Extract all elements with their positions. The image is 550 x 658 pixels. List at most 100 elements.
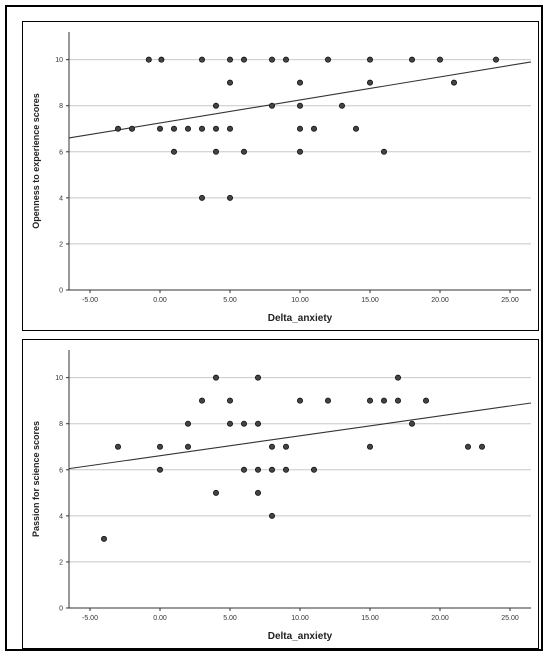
x-tick-label: 15.00: [361, 297, 379, 304]
openness-scatter-chart: 0 2 4 6 8 10 -5.00 0.00 5.00 10.00 15.00 20.00 25.00…: [31, 32, 532, 324]
data-point: [268, 466, 275, 473]
y-tick-label: 6: [59, 149, 63, 156]
data-point: [254, 420, 261, 427]
x-tick-label: -5.00: [82, 615, 98, 622]
data-point: [156, 443, 163, 450]
x-tick-label: 20.00: [431, 297, 449, 304]
data-point: [268, 512, 275, 519]
y-tick-label: 2: [59, 241, 63, 248]
data-point: [198, 397, 205, 404]
x-tick-label: 25.00: [501, 615, 519, 622]
data-point: [254, 489, 261, 496]
x-axis-title: Delta_anxiety: [268, 631, 333, 642]
data-point: [212, 489, 219, 496]
data-point: [464, 443, 471, 450]
data-point: [198, 56, 205, 63]
y-axis-title: Openness to experience scores: [31, 93, 41, 229]
data-point: [184, 125, 191, 132]
data-point: [240, 420, 247, 427]
data-point: [296, 79, 303, 86]
data-point: [268, 102, 275, 109]
data-point: [198, 194, 205, 201]
data-point: [324, 56, 331, 63]
data-point: [296, 102, 303, 109]
data-point: [268, 56, 275, 63]
data-point: [394, 397, 401, 404]
data-point: [282, 56, 289, 63]
data-point: [212, 148, 219, 155]
data-point: [240, 466, 247, 473]
data-point: [212, 374, 219, 381]
x-tick-label: 10.00: [291, 615, 309, 622]
data-point: [198, 125, 205, 132]
x-tick-label: 0.00: [153, 615, 167, 622]
y-tick-label: 10: [55, 375, 63, 382]
openness-scatter-panel: 0 2 4 6 8 10 -5.00 0.00 5.00 10.00 15.00 20.00 25.00…: [22, 21, 539, 331]
data-point: [338, 102, 345, 109]
data-point: [296, 397, 303, 404]
data-point: [226, 420, 233, 427]
y-tick-label: 6: [59, 467, 63, 474]
data-point: [115, 125, 122, 132]
data-point: [394, 374, 401, 381]
y-tick-label: 8: [59, 103, 63, 110]
data-point: [156, 125, 163, 132]
data-point: [254, 466, 261, 473]
data-point: [310, 466, 317, 473]
y-tick-label: 2: [59, 559, 63, 566]
data-point: [282, 443, 289, 450]
data-point: [422, 397, 429, 404]
data-point: [310, 125, 317, 132]
data-point: [380, 148, 387, 155]
data-point: [226, 79, 233, 86]
data-point: [184, 420, 191, 427]
data-point: [268, 443, 275, 450]
passion-scatter-panel: 0 2 4 6 8 10 -5.00 0.00 5.00 10.00 15.00 20.00 25.00…: [22, 339, 539, 649]
data-point: [296, 125, 303, 132]
data-point: [296, 148, 303, 155]
data-point: [129, 125, 136, 132]
x-tick-label: 5.00: [223, 297, 237, 304]
data-point: [212, 125, 219, 132]
x-tick-label: 20.00: [431, 615, 449, 622]
x-tick-label: 10.00: [291, 297, 309, 304]
y-axis-title: Passion for science scores: [31, 421, 41, 537]
data-point: [366, 397, 373, 404]
data-point: [352, 125, 359, 132]
data-point: [158, 56, 165, 63]
y-tick-label: 10: [55, 57, 63, 64]
y-tick-label: 0: [59, 606, 63, 613]
passion-scatter-chart: 0 2 4 6 8 10 -5.00 0.00 5.00 10.00 15.00 20.00 25.00…: [31, 350, 532, 642]
x-tick-label: 25.00: [501, 297, 519, 304]
data-point: [366, 79, 373, 86]
data-point: [492, 56, 499, 63]
data-point: [240, 148, 247, 155]
data-point: [170, 125, 177, 132]
y-tick-label: 4: [59, 195, 63, 202]
x-tick-label: 5.00: [223, 615, 237, 622]
data-point: [101, 535, 108, 542]
data-point: [145, 56, 152, 63]
x-tick-label: -5.00: [82, 297, 98, 304]
data-point: [254, 374, 261, 381]
data-point: [366, 443, 373, 450]
figure-frame: 0 2 4 6 8 10 -5.00 0.00 5.00 10.00 15.00 20.00 25.00…: [5, 5, 543, 651]
data-point: [324, 397, 331, 404]
data-point: [226, 397, 233, 404]
data-point: [226, 194, 233, 201]
x-axis-title: Delta_anxiety: [268, 313, 333, 324]
data-point: [170, 148, 177, 155]
y-tick-label: 4: [59, 513, 63, 520]
data-point: [240, 56, 247, 63]
y-tick-label: 0: [59, 288, 63, 295]
data-point: [450, 79, 457, 86]
data-point: [184, 443, 191, 450]
data-point: [212, 102, 219, 109]
data-point: [115, 443, 122, 450]
x-tick-label: 15.00: [361, 615, 379, 622]
data-point: [366, 56, 373, 63]
y-tick-label: 8: [59, 421, 63, 428]
regression-line: [68, 402, 532, 470]
data-point: [408, 56, 415, 63]
data-point: [282, 466, 289, 473]
